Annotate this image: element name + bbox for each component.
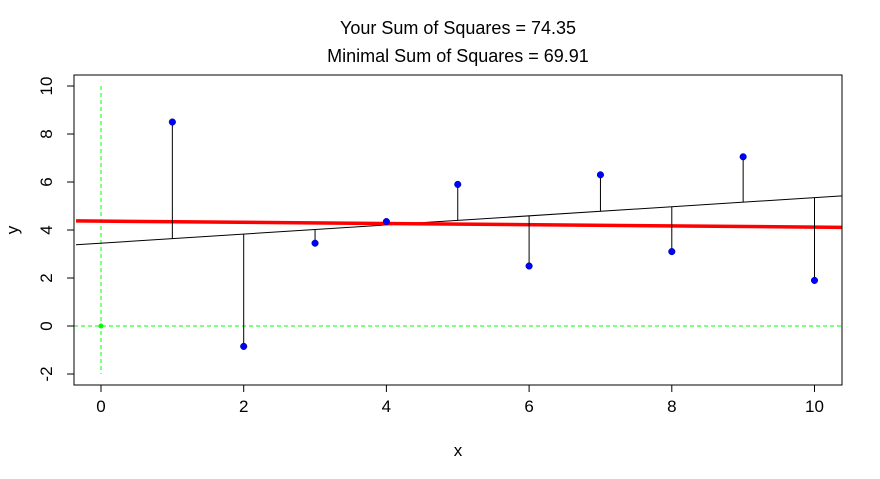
data-point [596,171,605,179]
y-tick-label: 0 [37,321,56,330]
data-point [240,342,248,350]
data-point [382,218,390,226]
y-tick-label: 6 [37,177,56,186]
chart-title: Your Sum of Squares = 74.35 [340,18,576,38]
data-point [525,262,533,270]
origin-point [98,323,104,329]
data-point [810,276,819,284]
y-tick-label: 4 [37,225,56,234]
plot-frame [73,74,843,386]
y-tick-label: 10 [37,77,56,96]
fitted-line [75,195,842,246]
data-point [668,248,676,256]
x-tick-label: 2 [239,397,248,416]
data-point [311,239,319,247]
x-axis-label: x [454,441,463,460]
chart-subtitle: Minimal Sum of Squares = 69.91 [327,46,589,66]
y-tick-label: -2 [37,366,56,381]
user-line [76,219,842,230]
x-tick-label: 8 [667,397,676,416]
data-point [454,180,462,188]
data-point [168,118,176,126]
y-tick-label: 2 [37,273,56,282]
y-tick-label: 8 [37,129,56,138]
data-point [739,153,747,161]
plot-area: 0 2 4 6 8 10 -2 0 2 4 6 8 10 [37,74,843,416]
x-tick-label: 6 [524,397,533,416]
x-tick-label: 10 [805,397,824,416]
y-axis-label: y [3,225,22,234]
x-tick-label: 0 [96,397,105,416]
x-tick-label: 4 [382,397,391,416]
